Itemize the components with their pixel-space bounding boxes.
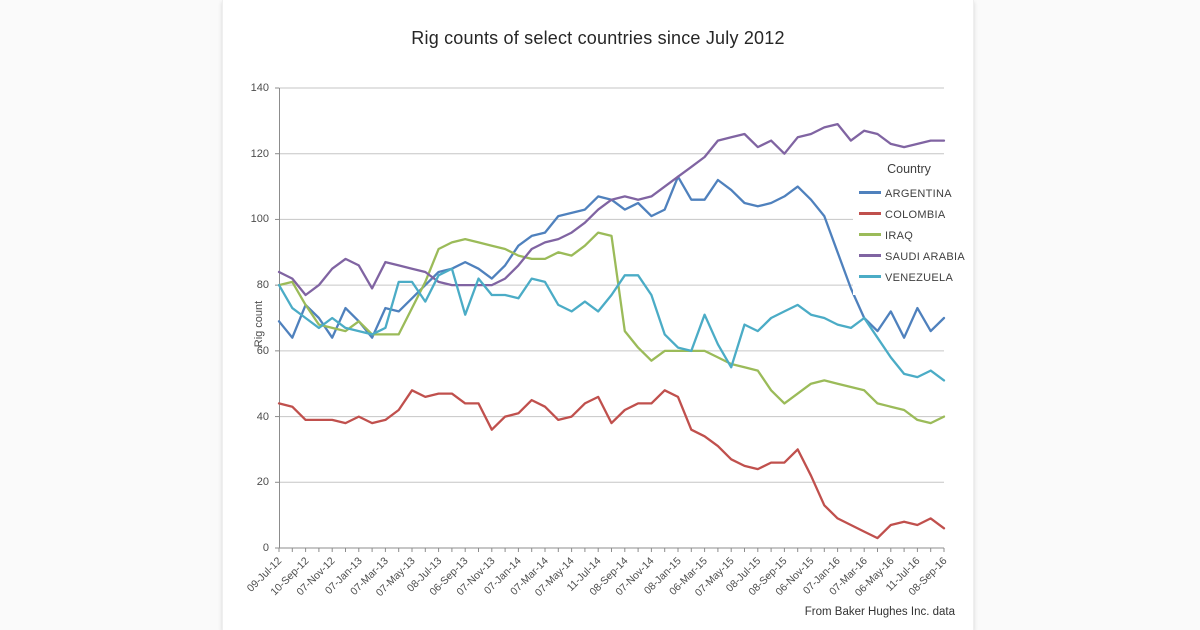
legend-item-argentina: ARGENTINA [853,182,965,203]
chart-title: Rig counts of select countries since Jul… [411,28,785,48]
series-line-saudi-arabia [277,122,946,297]
chart-card: Rig counts of select countries since Jul… [222,0,974,630]
legend-items: ARGENTINA COLOMBIA IRAQ SAUDI ARABIA VENEZUE… [853,182,965,287]
source-note: From Baker Hughes Inc. data [804,606,955,618]
legend-title: Country [887,162,931,176]
y-tick-label: 140 [250,82,269,94]
legend-item-saudi-arabia: SAUDI ARABIA [853,245,965,266]
legend-line-swatch [859,254,881,257]
y-tick-label: 0 [262,542,269,554]
legend-label: COLOMBIA [885,209,946,221]
y-tick-label: 60 [256,344,269,357]
y-tick-label: 100 [250,213,269,226]
legend-line-swatch [859,191,881,194]
legend-label: IRAQ [885,230,914,242]
legend-line-swatch [859,275,881,278]
y-tick-label: 120 [250,147,269,160]
y-tick-label: 80 [256,279,269,292]
legend-item-colombia: COLOMBIA [853,203,965,224]
y-tick-label: 40 [256,410,269,423]
y-tick-label: 20 [256,476,269,489]
series-line-colombia [277,389,946,540]
legend: Country ARGENTINA COLOMBIA IRAQ SAUDI ARABI… [853,156,965,295]
legend-item-iraq: IRAQ [853,224,965,245]
legend-line-swatch [859,233,881,236]
legend-label: VENEZUELA [885,272,954,284]
plot-area [275,87,946,552]
series-line-iraq [277,231,946,425]
legend-item-venezuela: VENEZUELA [853,266,965,287]
legend-label: SAUDI ARABIA [885,251,966,263]
legend-label: ARGENTINA [885,188,952,200]
legend-line-swatch [859,212,881,215]
series-line-venezuela [277,267,946,382]
